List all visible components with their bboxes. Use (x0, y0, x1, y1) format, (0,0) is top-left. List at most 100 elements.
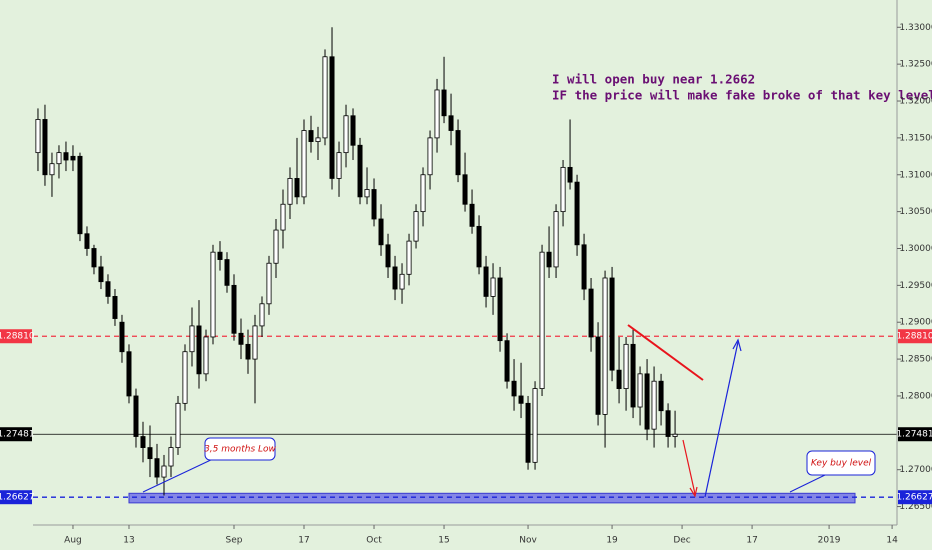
x-tick-label: 17 (298, 536, 309, 546)
candle-body (231, 284, 237, 334)
candle-body (623, 343, 629, 389)
candle-body (413, 211, 419, 242)
candle-body (42, 119, 48, 176)
price-label-box (898, 329, 932, 344)
candle-body (217, 251, 223, 260)
price-label-box (0, 427, 32, 442)
y-tick-label: 1.29500 (899, 281, 932, 291)
candle-body (350, 115, 356, 146)
y-tick-label: 1.27000 (899, 465, 932, 475)
price-label: 1.27481 (896, 430, 932, 440)
candle-body (301, 130, 307, 198)
candle-body (287, 178, 293, 205)
candle-body (504, 340, 510, 382)
candle-body (175, 402, 181, 448)
candle-body (385, 244, 391, 268)
y-tick-label: 1.26500 (899, 502, 932, 512)
candle-body (567, 166, 573, 183)
candle-body (112, 296, 118, 319)
x-tick-label: 15 (438, 536, 449, 546)
candle-body (406, 240, 412, 275)
x-tick-label: Nov (519, 536, 537, 546)
price-label-box (0, 329, 32, 344)
y-tick-label: 1.31000 (899, 170, 932, 180)
candle-body (238, 332, 244, 345)
y-tick-label: 1.28000 (899, 391, 932, 401)
callout-pointer (789, 474, 826, 493)
candle-body (147, 447, 153, 460)
x-tick-label: 13 (123, 536, 134, 546)
candle-body (357, 144, 363, 198)
candle-body (77, 155, 83, 235)
candle-body (399, 273, 405, 290)
candle-body (420, 174, 426, 213)
candle-body (546, 251, 552, 268)
background-layer (33, 335, 897, 504)
candle-body (651, 380, 657, 430)
candle-body (609, 277, 615, 371)
candle-body (343, 115, 349, 154)
price-label: 1.26627 (896, 493, 932, 503)
annotation-text: I will open buy near 1.2662 (552, 72, 755, 87)
candle-body (154, 458, 160, 478)
candle-body (658, 380, 664, 412)
y-tick-label: 1.32500 (899, 60, 932, 70)
candle-body (462, 174, 468, 205)
candle-body (70, 155, 76, 161)
candle-body (525, 402, 531, 463)
candle-body (329, 56, 335, 179)
callout-text: Key buy level (811, 459, 872, 469)
marks-layer (35, 27, 678, 496)
candle-body (518, 395, 524, 404)
candle-body (364, 189, 370, 198)
candle-body (392, 266, 398, 290)
trend-line (627, 324, 704, 381)
price-label-box (0, 490, 32, 505)
candle-body (63, 152, 69, 161)
down-arrow-head (689, 486, 698, 498)
candle-body (539, 251, 545, 389)
down-arrow (682, 439, 696, 495)
candle-body (119, 321, 125, 353)
candle-body (588, 288, 594, 338)
x-tick-label: 2019 (818, 536, 841, 546)
candle-body (273, 229, 279, 264)
candle-body (203, 336, 209, 375)
candle-body (259, 303, 265, 327)
candle-body (532, 388, 538, 463)
candle-body (497, 277, 503, 342)
x-tick-label: 17 (746, 536, 757, 546)
candle-body (252, 325, 258, 360)
candle-body (574, 181, 580, 246)
candle-body (434, 89, 440, 139)
candle-body (189, 325, 195, 353)
price-label-box (898, 490, 932, 505)
price-label: 1.28810 (0, 332, 35, 342)
candle-body (126, 351, 132, 397)
price-label: 1.28810 (896, 332, 932, 342)
price-label-box (898, 427, 932, 442)
y-tick-label: 1.30500 (899, 207, 932, 217)
candle-body (105, 281, 111, 297)
y-tick-label: 1.31500 (899, 133, 932, 143)
candle-body (49, 163, 55, 176)
candle-body (224, 259, 230, 286)
candle-body (455, 130, 461, 176)
candle-body (581, 244, 587, 290)
candle-body (133, 395, 139, 437)
candle-body (637, 373, 643, 408)
y-tick-label: 1.29000 (899, 318, 932, 328)
candle-body (294, 178, 300, 198)
candle-body (84, 233, 90, 249)
candle-body (56, 152, 62, 165)
candle-body (441, 89, 447, 117)
y-tick-label: 1.33000 (899, 23, 932, 33)
candle-body (168, 447, 174, 467)
annotation-text: IF the price will make fake broke of tha… (552, 88, 932, 103)
candle-body (140, 436, 146, 448)
candle-body (91, 248, 97, 268)
price-label: 1.26627 (0, 493, 35, 503)
callout-box (806, 450, 876, 476)
